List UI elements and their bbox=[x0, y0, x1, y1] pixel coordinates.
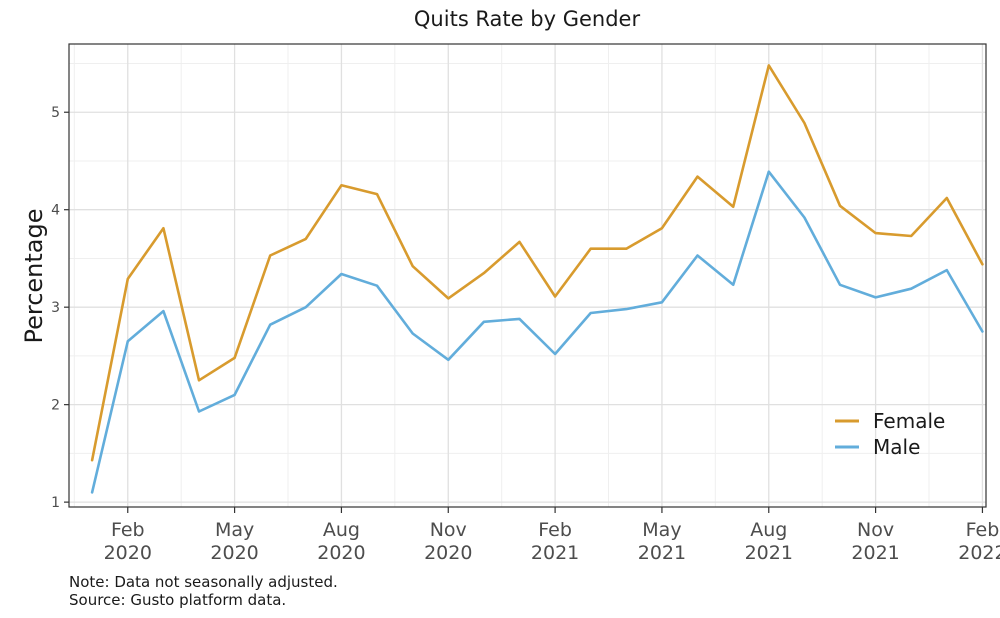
legend-label-female: Female bbox=[873, 409, 945, 433]
x-tick-month-label: May bbox=[642, 519, 681, 541]
y-tick-label: 4 bbox=[51, 203, 60, 219]
x-tick-month-label: Feb bbox=[538, 519, 572, 541]
x-axis-ticks: Feb2020May2020Aug2020Nov2020Feb2021May20… bbox=[104, 507, 1000, 564]
x-tick-month-label: May bbox=[215, 519, 254, 541]
x-tick-month-label: Feb bbox=[111, 519, 145, 541]
x-tick-month-label: Nov bbox=[430, 519, 467, 541]
series-line-male bbox=[90, 170, 984, 494]
x-tick-month-label: Nov bbox=[857, 519, 894, 541]
x-tick-month-label: Feb bbox=[966, 519, 1000, 541]
chart-notes: Note: Data not seasonally adjusted. Sour… bbox=[69, 573, 338, 609]
y-tick-label: 2 bbox=[51, 398, 60, 414]
chart-title: Quits Rate by Gender bbox=[414, 7, 641, 31]
x-tick-year-label: 2020 bbox=[104, 542, 152, 564]
x-tick-year-label: 2020 bbox=[317, 542, 365, 564]
major-gridlines bbox=[69, 44, 986, 507]
x-tick-month-label: Aug bbox=[750, 519, 787, 541]
x-tick-month-label: Aug bbox=[323, 519, 360, 541]
y-axis-label: Percentage bbox=[20, 208, 48, 343]
minor-gridlines bbox=[69, 44, 986, 507]
plot-panel-border bbox=[68, 43, 987, 508]
legend-label-male: Male bbox=[873, 435, 920, 459]
y-tick-label: 1 bbox=[51, 495, 60, 511]
x-tick-year-label: 2022 bbox=[958, 542, 1000, 564]
x-tick-year-label: 2021 bbox=[745, 542, 793, 564]
x-tick-year-label: 2021 bbox=[851, 542, 899, 564]
source-line: Source: Gusto platform data. bbox=[69, 591, 287, 609]
note-line: Note: Data not seasonally adjusted. bbox=[69, 573, 338, 591]
y-tick-label: 3 bbox=[51, 300, 60, 316]
x-tick-year-label: 2020 bbox=[210, 542, 258, 564]
x-tick-year-label: 2021 bbox=[531, 542, 579, 564]
series-lines bbox=[90, 64, 984, 494]
y-axis-ticks: 1 2 3 4 5 bbox=[51, 105, 69, 511]
series-line-female bbox=[90, 64, 984, 462]
y-tick-label: 5 bbox=[51, 105, 60, 121]
x-tick-year-label: 2021 bbox=[638, 542, 686, 564]
x-tick-year-label: 2020 bbox=[424, 542, 472, 564]
